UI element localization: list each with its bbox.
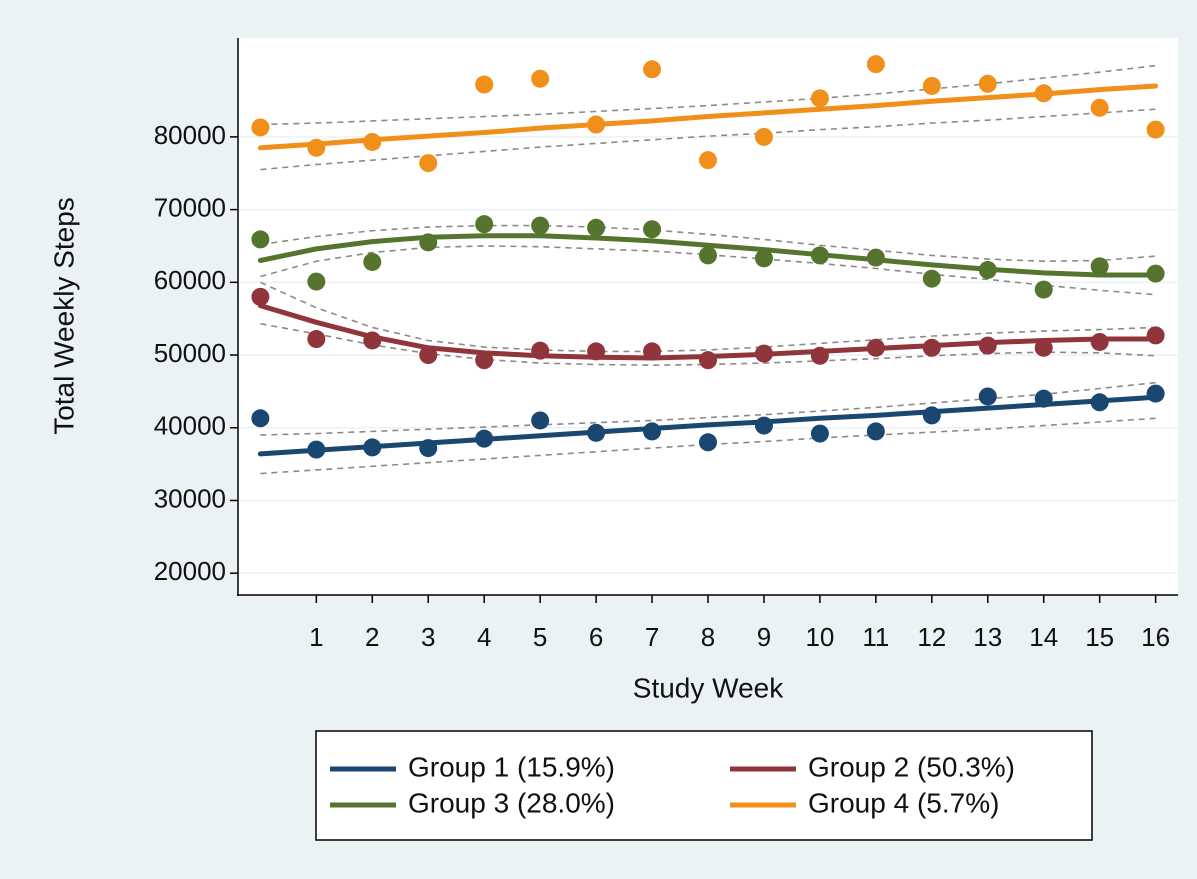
y-tick-label: 70000 [154, 192, 226, 222]
legend-items: Group 1 (15.9%) Group 2 (50.3%) Group 3 (2… [330, 751, 1015, 818]
data-point [1090, 98, 1109, 117]
data-point [699, 246, 717, 265]
fit-line [257, 303, 1159, 361]
data-point [363, 252, 382, 271]
legend [315, 730, 1093, 841]
data-point [307, 330, 326, 349]
data-point [1146, 326, 1165, 345]
x-tick-label: 6 [589, 622, 603, 652]
y-tick-label: 40000 [154, 411, 226, 441]
x-tick-label: 7 [645, 622, 659, 652]
x-tick-label: 14 [1029, 622, 1058, 652]
data-point [699, 433, 717, 452]
x-tick-label: 9 [757, 622, 771, 652]
data-point [1034, 338, 1053, 357]
data-point [307, 272, 326, 291]
data-point [922, 269, 941, 288]
data-point [419, 154, 438, 173]
y-tick-label: 80000 [154, 120, 226, 150]
y-tick-label: 30000 [154, 483, 226, 513]
y-tick-label: 50000 [154, 338, 226, 368]
ci-upper-line [260, 224, 1156, 263]
data-point [978, 336, 997, 355]
ci-lower-line [260, 322, 1156, 367]
x-tick-label: 10 [805, 622, 834, 652]
plot-area [238, 38, 1178, 595]
legend-label: Group 2 (50.3%) [808, 751, 1015, 782]
y-tick-label: 20000 [154, 556, 226, 586]
data-point [1090, 332, 1109, 351]
x-tick-label: 4 [477, 622, 491, 652]
data-point [1034, 280, 1053, 299]
data-point [1090, 257, 1109, 276]
data-point [531, 216, 550, 235]
fit-line [257, 394, 1159, 457]
x-tick-label: 1 [309, 622, 323, 652]
ci-lower-line [260, 245, 1156, 296]
data-point [978, 74, 997, 93]
x-tick-label: 5 [533, 622, 547, 652]
y-tick-label: 60000 [154, 265, 226, 295]
y-axis-label: Total Weekly Steps [48, 197, 79, 435]
data-point [251, 230, 270, 249]
data-point [754, 127, 773, 146]
x-tick-label: 3 [421, 622, 435, 652]
x-tick-label: 8 [701, 622, 715, 652]
legend-label: Group 3 (28.0%) [408, 787, 615, 818]
data-point [978, 387, 997, 406]
marks [251, 55, 1165, 475]
data-point [699, 151, 717, 170]
ci-upper-line [260, 281, 1156, 353]
x-tick-label: 12 [917, 622, 946, 652]
data-point [643, 60, 662, 79]
fit-line [257, 83, 1159, 151]
data-point [251, 409, 270, 428]
data-point [1146, 120, 1165, 139]
data-point [475, 215, 494, 234]
x-axis-label: Study Week [633, 672, 784, 703]
legend-label: Group 4 (5.7%) [808, 787, 999, 818]
data-point [531, 69, 550, 88]
data-point [754, 249, 773, 268]
x-tick-label: 2 [365, 622, 379, 652]
data-point [475, 351, 494, 370]
data-point [251, 118, 270, 137]
data-point [922, 76, 941, 95]
data-point [587, 218, 606, 237]
x-tick-label: 11 [862, 622, 889, 652]
x-tick-label: 13 [973, 622, 1002, 652]
data-point [531, 411, 550, 430]
x-tick-label: 16 [1141, 622, 1170, 652]
legend-label: Group 1 (15.9%) [408, 751, 615, 782]
x-tick-label: 15 [1085, 622, 1114, 652]
fit-line [257, 233, 1159, 278]
data-point [810, 89, 829, 108]
data-point [643, 220, 662, 239]
data-point [866, 55, 885, 74]
data-point [866, 422, 885, 441]
data-point [475, 75, 494, 94]
data-point [810, 424, 829, 443]
data-point [251, 287, 270, 306]
